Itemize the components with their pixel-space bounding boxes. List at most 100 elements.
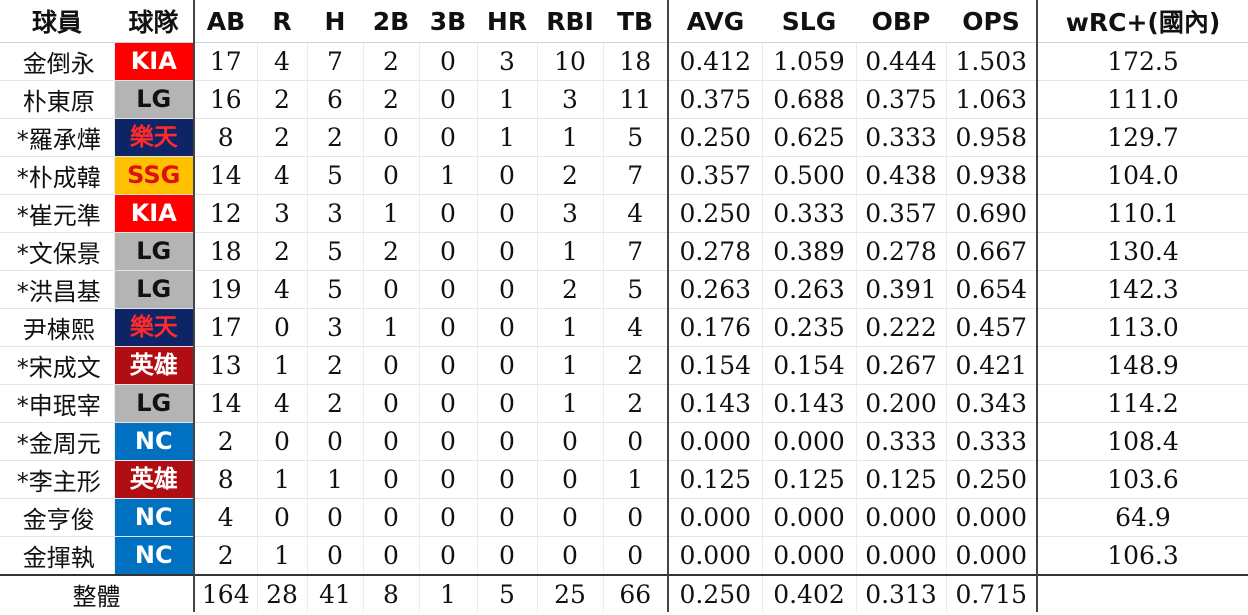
column-header: HR [477, 0, 537, 43]
total-stat-cell: 41 [307, 574, 364, 612]
rate-cell: 0.278 [856, 232, 947, 271]
total-stat-cell: 164 [193, 574, 258, 612]
table-row: *李主形 英雄 8 1 1 0 0 0 0 1 0.125 0.125 0.125 0.250 103.6 [0, 460, 1248, 499]
total-wrc-cell [1036, 574, 1248, 612]
team-badge: 英雄 [114, 347, 193, 384]
rate-cell: 0.438 [856, 156, 947, 195]
team-cell: KIA [114, 42, 194, 81]
stat-cell: 0 [537, 460, 604, 499]
stat-cell: 0 [603, 536, 669, 576]
stat-cell: 0 [419, 232, 478, 271]
rate-cell: 0.688 [762, 80, 857, 119]
rate-cell: 0.250 [667, 194, 763, 233]
wrc-cell: 111.0 [1036, 80, 1248, 119]
rate-cell: 0.375 [667, 80, 763, 119]
rate-cell: 0.625 [762, 118, 857, 157]
stat-cell: 2 [257, 232, 308, 271]
rate-cell: 0.421 [946, 346, 1038, 385]
team-cell: 樂天 [114, 308, 194, 347]
stat-cell: 4 [257, 42, 308, 81]
table-row: 朴東原 LG 16 2 6 2 0 1 3 11 0.375 0.688 0.375 1.063 111.0 [0, 80, 1248, 119]
rate-cell: 0.000 [856, 498, 947, 537]
player-name: *羅承燁 [0, 118, 115, 157]
stat-cell: 3 [537, 194, 604, 233]
stat-cell: 2 [537, 270, 604, 309]
rate-cell: 0.000 [762, 422, 857, 461]
stat-cell: 16 [193, 80, 258, 119]
rate-cell: 0.176 [667, 308, 763, 347]
rate-cell: 0.654 [946, 270, 1038, 309]
total-stat-cell: 66 [603, 574, 669, 612]
stat-cell: 0 [419, 194, 478, 233]
stat-cell: 2 [307, 384, 364, 423]
stat-cell: 0 [603, 498, 669, 537]
table-row: 尹棟熙 樂天 17 0 3 1 0 0 1 4 0.176 0.235 0.222 0.457 113.0 [0, 308, 1248, 347]
rate-cell: 1.503 [946, 42, 1038, 81]
stat-cell: 2 [363, 232, 420, 271]
team-badge: NC [114, 499, 193, 536]
total-row: 整體 164 28 41 8 1 5 25 66 0.250 0.402 0.313 0.715 [0, 574, 1248, 612]
table-row: *羅承燁 樂天 8 2 2 0 0 1 1 5 0.250 0.625 0.333 0.958 129.7 [0, 118, 1248, 157]
rate-cell: 0.154 [667, 346, 763, 385]
rate-cell: 0.000 [762, 498, 857, 537]
wrc-cell: 106.3 [1036, 536, 1248, 576]
stat-cell: 0 [477, 270, 538, 309]
player-name: *宋成文 [0, 346, 115, 385]
player-name: *金周元 [0, 422, 115, 461]
stat-cell: 0 [419, 270, 478, 309]
rate-cell: 0.143 [667, 384, 763, 423]
rate-cell: 0.000 [856, 536, 947, 576]
stat-cell: 0 [419, 536, 478, 576]
stat-cell: 0 [419, 308, 478, 347]
stat-cell: 18 [603, 42, 669, 81]
stat-cell: 0 [419, 42, 478, 81]
team-badge: 樂天 [114, 309, 193, 346]
player-name: *朴成韓 [0, 156, 115, 195]
stat-cell: 0 [477, 422, 538, 461]
rate-cell: 0.357 [856, 194, 947, 233]
stat-cell: 2 [537, 156, 604, 195]
rate-cell: 0.333 [946, 422, 1038, 461]
stat-cell: 0 [419, 460, 478, 499]
stat-cell: 4 [257, 270, 308, 309]
rate-cell: 0.333 [856, 118, 947, 157]
rate-cell: 0.000 [946, 498, 1038, 537]
table-row: *申珉宰 LG 14 4 2 0 0 0 1 2 0.143 0.143 0.200 0.343 114.2 [0, 384, 1248, 423]
header-row: 球員 球隊 AB R H 2B 3B HR RBI TB AVG SLG OBP OPS wRC+(國內) [0, 0, 1248, 43]
table-row: *金周元 NC 2 0 0 0 0 0 0 0 0.000 0.000 0.333 0.333 108.4 [0, 422, 1248, 461]
team-cell: NC [114, 536, 194, 576]
stat-cell: 2 [193, 422, 258, 461]
stat-cell: 5 [603, 118, 669, 157]
rate-cell: 0.357 [667, 156, 763, 195]
stat-cell: 1 [603, 460, 669, 499]
total-stat-cell: 5 [477, 574, 538, 612]
stat-cell: 0 [307, 498, 364, 537]
table-row: *朴成韓 SSG 14 4 5 0 1 0 2 7 0.357 0.500 0.438 0.938 104.… [0, 156, 1248, 195]
wrc-cell: 148.9 [1036, 346, 1248, 385]
stat-cell: 0 [363, 156, 420, 195]
team-cell: LG [114, 80, 194, 119]
rate-cell: 0.000 [946, 536, 1038, 576]
stat-cell: 1 [537, 384, 604, 423]
stat-cell: 0 [419, 80, 478, 119]
stat-cell: 17 [193, 308, 258, 347]
rate-cell: 0.333 [762, 194, 857, 233]
table-row: 金倒永 KIA 17 4 7 2 0 3 10 18 0.412 1.059 0.444 1.503 172… [0, 42, 1248, 81]
stat-cell: 8 [193, 118, 258, 157]
stat-cell: 0 [419, 118, 478, 157]
stat-cell: 1 [257, 536, 308, 576]
stat-cell: 8 [193, 460, 258, 499]
stat-cell: 0 [477, 232, 538, 271]
total-rate-cell: 0.715 [946, 574, 1038, 612]
team-badge: LG [114, 271, 193, 308]
stat-cell: 2 [193, 536, 258, 576]
stat-cell: 4 [193, 498, 258, 537]
team-badge: KIA [114, 195, 193, 232]
stat-cell: 0 [257, 498, 308, 537]
stat-cell: 0 [477, 194, 538, 233]
stat-cell: 0 [363, 422, 420, 461]
wrc-cell: 114.2 [1036, 384, 1248, 423]
stat-cell: 0 [477, 308, 538, 347]
wrc-cell: 108.4 [1036, 422, 1248, 461]
team-cell: 英雄 [114, 460, 194, 499]
